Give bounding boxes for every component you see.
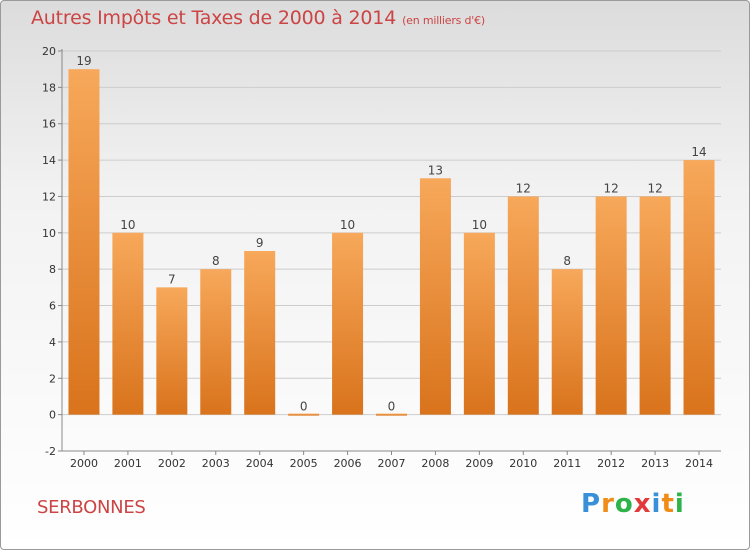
y-tick-label: 4 — [49, 336, 56, 349]
x-tick-label: 2007 — [378, 457, 406, 470]
value-label: 7 — [168, 272, 176, 286]
value-label: 8 — [563, 254, 571, 268]
x-tick-label: 2006 — [334, 457, 362, 470]
logo-letter: o — [614, 489, 634, 519]
y-tick-labels: -2 0 2 4 6 8 10 12 14 16 18 20 — [42, 45, 56, 458]
x-tick-label: 2012 — [597, 457, 625, 470]
bars — [68, 69, 715, 416]
x-tick-label: 2009 — [465, 457, 493, 470]
proxiti-logo: Proxiti — [581, 489, 685, 519]
y-tick-label: 2 — [49, 372, 56, 385]
logo-letter: r — [601, 489, 615, 519]
logo-letter: i — [651, 489, 662, 519]
x-tick-label: 2008 — [421, 457, 449, 470]
value-label: 14 — [691, 145, 706, 159]
x-tick-label: 2001 — [114, 457, 142, 470]
commune-name: SERBONNES — [37, 497, 146, 518]
chart-title-text: Autres Impôts et Taxes de 2000 à 2014 — [31, 7, 397, 29]
value-label: 19 — [76, 54, 91, 68]
logo-letter: P — [581, 489, 602, 519]
value-label: 12 — [516, 181, 531, 195]
bar — [683, 160, 715, 415]
y-tick-label: 0 — [49, 409, 56, 422]
y-tick-label: 8 — [49, 263, 56, 276]
value-label: 0 — [388, 400, 396, 414]
bar — [112, 232, 144, 415]
bar — [200, 269, 232, 415]
x-tick-label: 2014 — [685, 457, 713, 470]
bar — [68, 69, 100, 415]
value-label: 10 — [120, 218, 135, 232]
bar — [419, 178, 451, 415]
x-tick-label: 2005 — [290, 457, 318, 470]
value-label: 12 — [647, 181, 662, 195]
y-tick-label: 18 — [42, 81, 56, 94]
bar — [463, 232, 495, 415]
value-label: 9 — [256, 236, 264, 250]
x-tick-label: 2000 — [70, 457, 98, 470]
bar — [551, 269, 583, 415]
logo-letter: x — [633, 489, 652, 519]
x-tick-labels: 2000 2001 2002 2003 2004 2005 2006 2007 2008 2009… — [70, 457, 713, 470]
value-label: 12 — [604, 181, 619, 195]
y-tick-label: 10 — [42, 227, 56, 240]
axes — [58, 49, 721, 455]
x-tick-label: 2010 — [509, 457, 537, 470]
y-tick-label: 14 — [42, 154, 56, 167]
bar — [595, 196, 627, 415]
bar — [332, 232, 364, 415]
y-tick-label: 16 — [42, 118, 56, 131]
x-tick-label: 2004 — [246, 457, 274, 470]
logo-letter: t — [661, 489, 675, 519]
chart-title: Autres Impôts et Taxes de 2000 à 2014 (en… — [31, 7, 485, 29]
bar — [376, 413, 407, 416]
value-label: 10 — [472, 218, 487, 232]
value-labels: 19 10 7 8 9 0 10 0 13 10 12 8 12 12 14 — [76, 54, 706, 413]
bar — [639, 196, 671, 415]
value-label: 8 — [212, 254, 220, 268]
chart-subtitle: (en milliers d'€) — [402, 14, 485, 27]
value-label: 13 — [428, 163, 443, 177]
y-tick-label: 12 — [42, 190, 56, 203]
x-tick-label: 2003 — [202, 457, 230, 470]
value-label: 0 — [300, 400, 308, 414]
value-label: 10 — [340, 218, 355, 232]
y-tick-label: 6 — [49, 300, 56, 313]
bar — [507, 196, 539, 415]
bar — [156, 287, 188, 415]
x-tick-label: 2013 — [641, 457, 669, 470]
y-tick-label: -2 — [45, 445, 56, 458]
y-tick-label: 20 — [42, 45, 56, 58]
bar — [244, 251, 276, 415]
x-tick-label: 2002 — [158, 457, 186, 470]
logo-letter: i — [674, 489, 685, 519]
bar — [288, 413, 320, 416]
x-tick-label: 2011 — [553, 457, 581, 470]
